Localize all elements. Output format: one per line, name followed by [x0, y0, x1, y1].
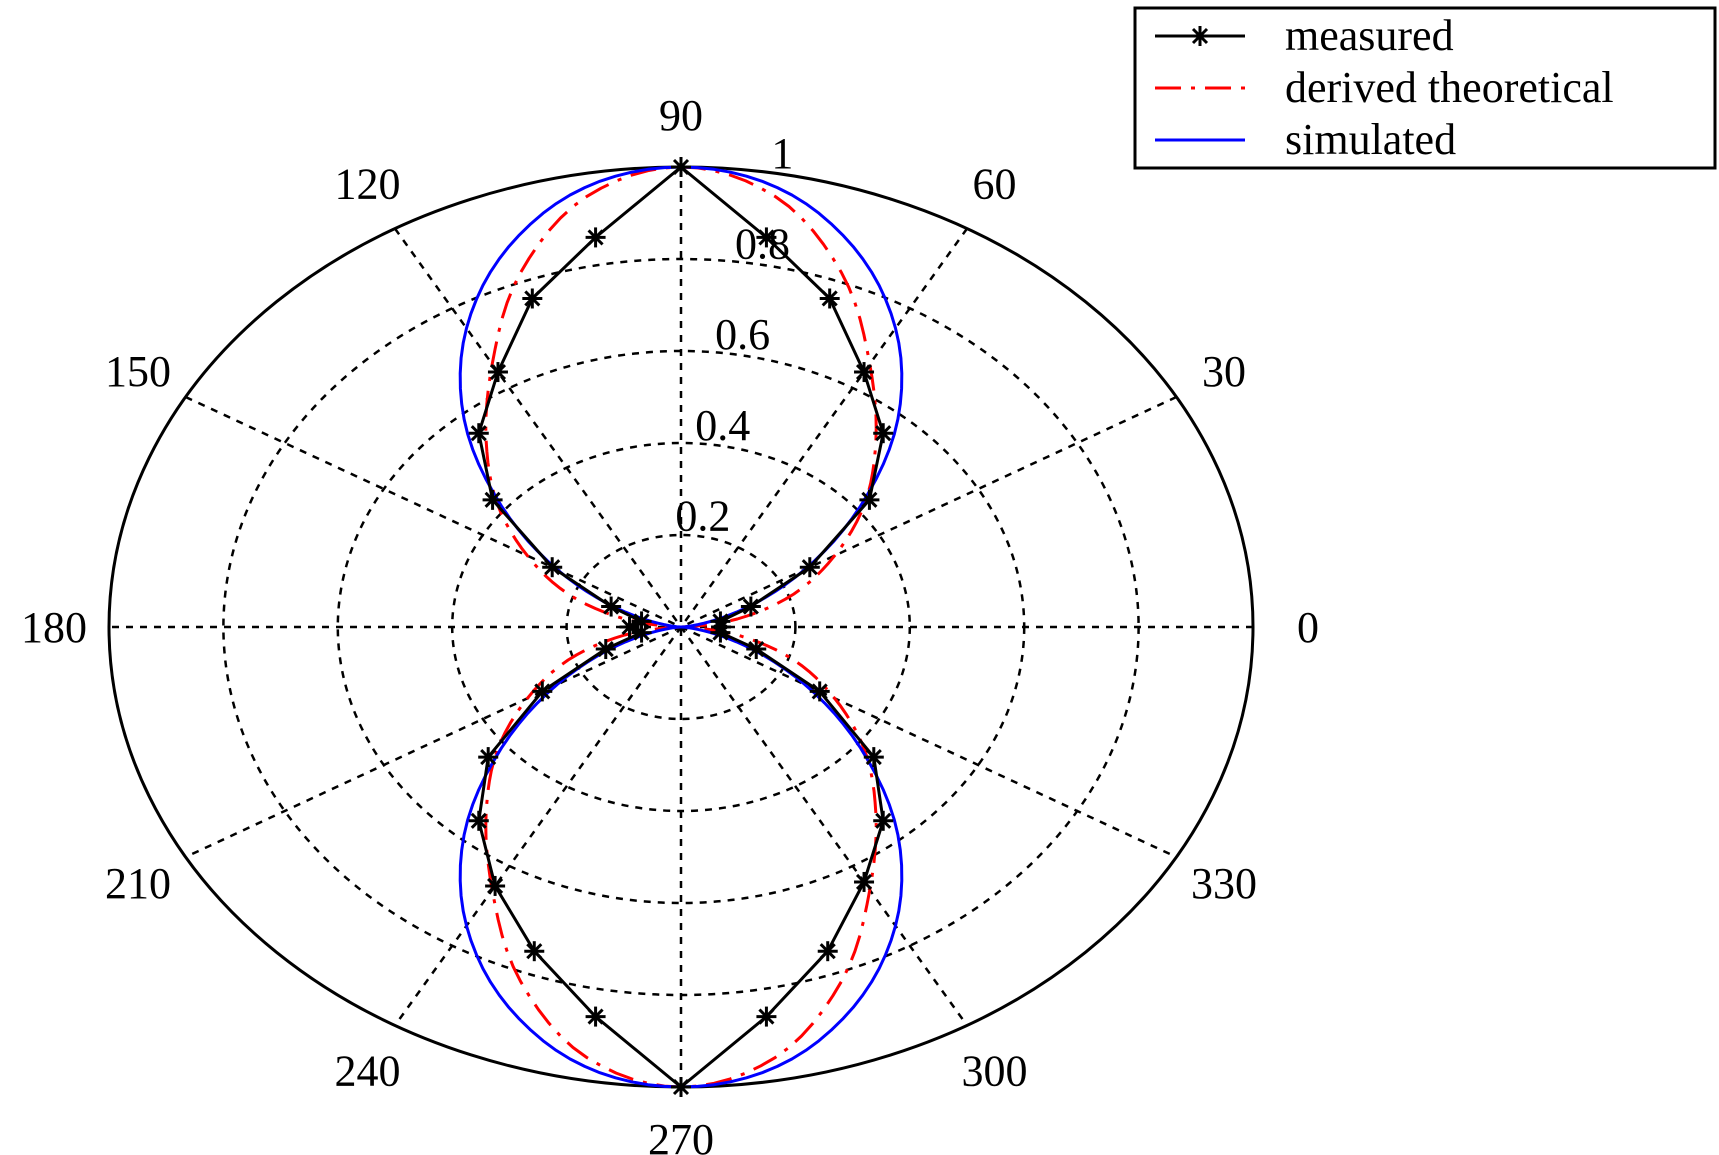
angle-tick-label: 0	[1297, 603, 1319, 652]
radial-tick-label: 0.2	[675, 491, 730, 540]
radial-tick-labels: 0.2 0.4 0.6 0.8 1	[675, 129, 793, 540]
data-point-measured	[873, 810, 894, 831]
data-point-measured	[522, 288, 543, 309]
angle-tick-label: 60	[973, 160, 1017, 209]
data-point-measured	[631, 622, 652, 643]
radial-tick-label: 0.8	[735, 220, 790, 269]
angle-tick-label: 300	[962, 1046, 1028, 1095]
legend-label-measured: measured	[1285, 11, 1454, 60]
data-point-measured	[809, 681, 830, 702]
angle-tick-label: 210	[105, 859, 171, 908]
data-point-measured	[601, 596, 622, 617]
data-point-measured	[859, 489, 880, 510]
angle-tick-label: 330	[1191, 859, 1257, 908]
radial-tick-label: 0.6	[715, 310, 770, 359]
series-plot-area	[458, 157, 904, 1097]
data-point-measured	[854, 362, 875, 383]
data-point-measured	[756, 1006, 777, 1027]
radial-tick-label: 1	[771, 129, 793, 178]
series-line-simulated	[458, 165, 904, 1089]
angle-tick-label: 180	[21, 603, 87, 652]
radial-tick-label: 0.4	[695, 401, 750, 450]
legend-marker-measured	[1190, 26, 1210, 46]
legend-label-simulated: simulated	[1285, 115, 1456, 164]
data-point-measured	[485, 875, 506, 896]
data-point-measured	[799, 557, 820, 578]
legend-label-derived-theoretical: derived theoretical	[1285, 63, 1614, 112]
data-point-measured	[756, 227, 777, 248]
data-point-measured	[478, 747, 499, 768]
angle-tick-labels: 0 30 60 90 120 150 180 210 240 270 300 330	[21, 91, 1319, 1155]
angle-tick-label: 30	[1202, 347, 1246, 396]
data-point-measured	[819, 288, 840, 309]
data-point-measured	[671, 157, 691, 177]
data-point-measured	[524, 941, 545, 962]
data-point-measured	[585, 1006, 606, 1027]
data-point-measured	[542, 557, 563, 578]
data-point-measured	[740, 596, 761, 617]
data-point-measured	[854, 871, 875, 892]
angle-tick-label: 90	[659, 91, 703, 140]
data-point-measured	[487, 362, 508, 383]
data-point-measured	[746, 639, 767, 660]
data-point-measured	[585, 227, 606, 248]
data-point-measured	[671, 1077, 691, 1097]
angle-tick-label: 240	[335, 1046, 401, 1095]
data-point-measured	[482, 489, 503, 510]
data-point-measured	[532, 681, 553, 702]
data-point-measured	[595, 639, 616, 660]
data-point-measured	[468, 423, 489, 444]
data-point-measured	[873, 423, 894, 444]
angle-tick-label: 120	[335, 160, 401, 209]
data-point-measured	[710, 622, 731, 643]
data-point-measured	[468, 810, 489, 831]
data-point-measured	[817, 941, 838, 962]
data-point-measured	[863, 747, 884, 768]
angle-tick-label: 150	[105, 347, 171, 396]
angle-tick-label: 270	[648, 1115, 714, 1155]
